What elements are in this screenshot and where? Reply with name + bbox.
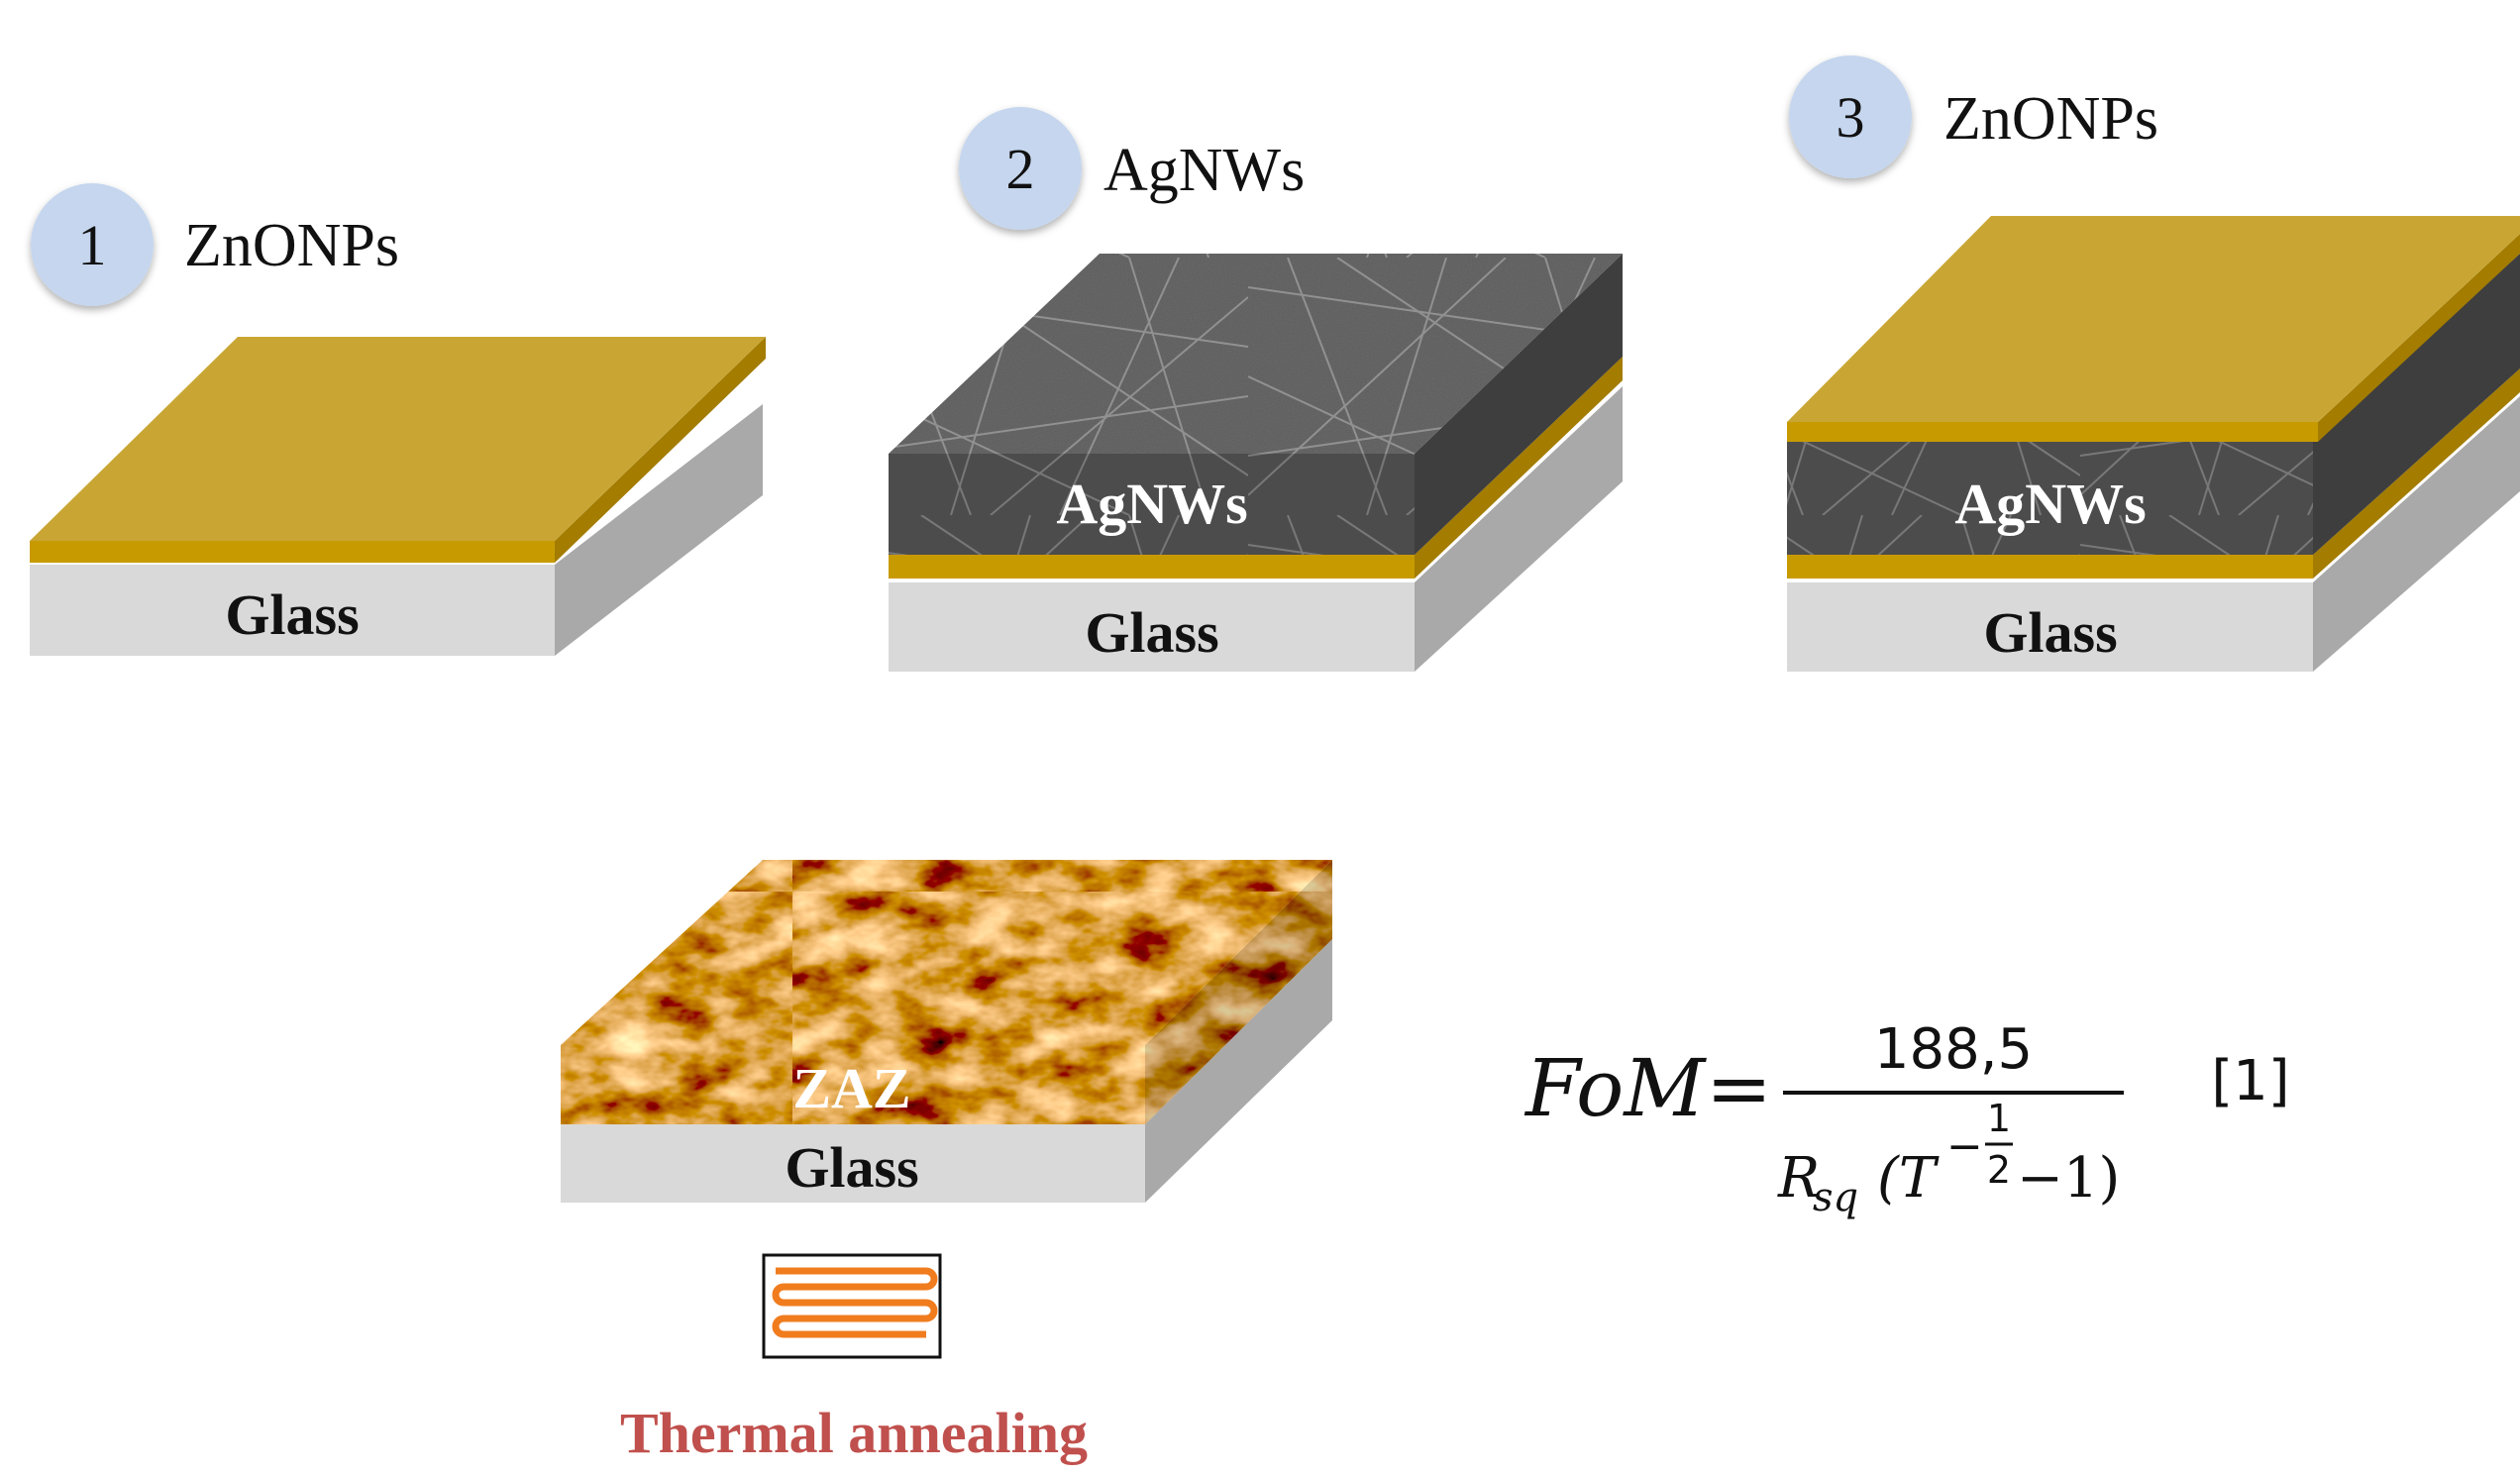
zaz-label: ZAZ (792, 1056, 910, 1120)
glass-front (30, 565, 555, 656)
zno-top (30, 337, 766, 541)
agnws-side (2313, 254, 2520, 555)
step-material: ZnONPs (1943, 85, 2158, 153)
step-material: ZnONPs (184, 212, 399, 279)
glass-side (555, 404, 763, 656)
svg-text:FoM: FoM (1523, 1042, 1707, 1134)
step-material: AgNWs (1103, 137, 1305, 204)
glass-front (889, 582, 1415, 672)
eq-exp-num: 1 (1987, 1097, 2011, 1140)
glass-label: Glass (1983, 600, 2117, 665)
step-marker-2: 2 AgNWs (959, 107, 1305, 230)
glass-label: Glass (225, 582, 359, 647)
zaz-top (561, 860, 1332, 1045)
glass-side (2313, 396, 2520, 672)
step-marker-3: 3 ZnONPs (1789, 55, 2158, 178)
eq-den-sub: sq (1813, 1175, 1858, 1220)
glass-side (1145, 939, 1332, 1203)
eq-equals: = (1706, 1042, 1772, 1134)
step-circle (959, 107, 1082, 230)
agnws-label: AgNWs (1056, 472, 1247, 536)
eq-lhs-f: F (1523, 1042, 1583, 1134)
zno-side (555, 337, 766, 563)
annealing-label: Thermal annealing (620, 1401, 1088, 1465)
stack-2: AgNWs Glass (889, 254, 1623, 672)
eq-den-open: (T (1877, 1146, 1940, 1211)
eq-den-close: −1) (2017, 1146, 2120, 1211)
zno-front (1787, 555, 2313, 579)
eq-ref: [1] (2211, 1049, 2289, 1113)
stack-1: Glass (30, 337, 766, 656)
agnws-front (1787, 442, 2313, 555)
eq-exp-den: 2 (1987, 1148, 2011, 1192)
zno-side (1415, 357, 1623, 579)
zaz-stack: ZAZ Glass (561, 860, 1332, 1203)
step-circle (31, 183, 154, 306)
eq-lhs-o: o (1576, 1042, 1624, 1134)
zaz-front (561, 1045, 1145, 1124)
zno-front (1787, 422, 2318, 442)
zno-front (30, 541, 555, 563)
glass-front (1787, 582, 2313, 672)
glass-label: Glass (785, 1135, 918, 1200)
eq-den-r: R (1777, 1146, 1820, 1211)
zno-front (889, 555, 1415, 579)
glass-front (561, 1124, 1145, 1203)
glass-label: Glass (1085, 600, 1218, 665)
agnws-front (889, 454, 1415, 555)
fom-equation: FoM = 188,5 R sq (T − 1 2 −1) [1] (1523, 1017, 2290, 1220)
step-marker-1: 1 ZnONPs (31, 183, 399, 306)
step-number: 1 (78, 213, 107, 277)
step-number: 3 (1837, 85, 1865, 150)
step-number: 2 (1006, 137, 1035, 201)
zaz-side (1145, 860, 1332, 1124)
heater-icon (762, 1253, 942, 1359)
step-circle (1789, 55, 1912, 178)
zno-side (2313, 369, 2520, 579)
stack-3: AgNWs Glass (1787, 216, 2520, 672)
agnws-side (1415, 254, 1623, 555)
eq-exp-minus: − (1946, 1121, 1983, 1172)
zno-top (1787, 216, 2520, 422)
agnws-label: AgNWs (1954, 472, 2146, 536)
eq-numerator: 188,5 (1874, 1017, 2033, 1082)
glass-side (1415, 386, 1623, 672)
zno-top-side (2318, 234, 2520, 442)
eq-lhs-m: M (1622, 1042, 1707, 1134)
